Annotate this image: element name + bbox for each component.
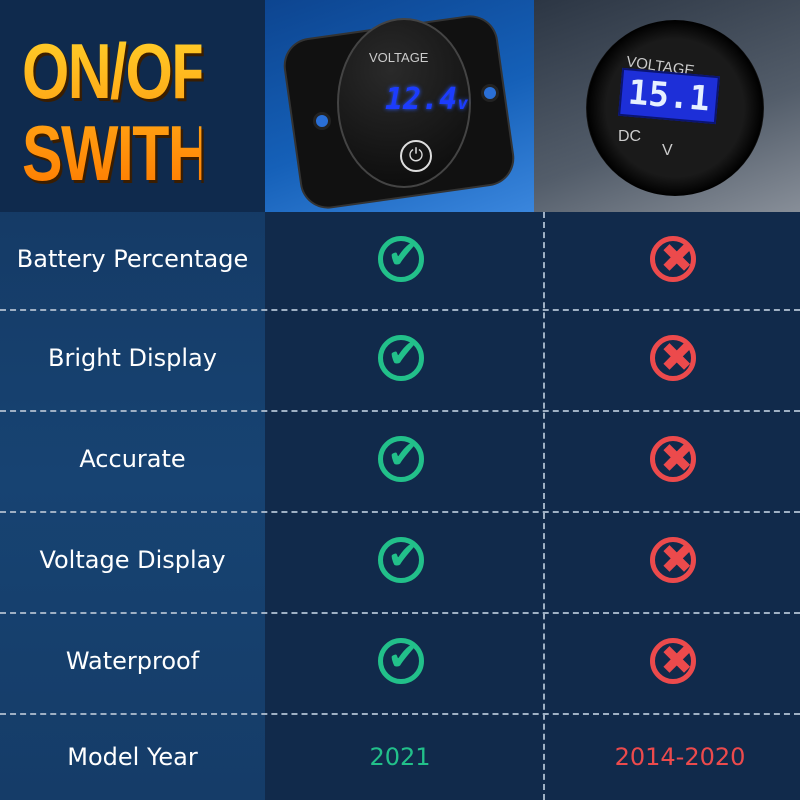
check-icon: ✔ (378, 435, 424, 482)
lcd-reading: 15.1 (618, 67, 720, 125)
row-divider (0, 511, 800, 513)
comparison-row: Waterproof ✔ ✖ (0, 614, 800, 713)
product-image-old: VOLTAGE 15.1 DC V (534, 0, 800, 212)
mount-hole (313, 112, 331, 130)
comparison-row: Voltage Display ✔ ✖ (0, 513, 800, 612)
row-divider (0, 612, 800, 614)
feature-label: Model Year (67, 743, 198, 771)
feature-label: Waterproof (65, 647, 200, 675)
check-icon: ✔ (378, 235, 424, 282)
feature-label: Voltage Display (39, 546, 226, 574)
check-icon: ✔ (378, 334, 424, 381)
title: ON/OFF SWITH (22, 27, 243, 197)
feature-label: Battery Percentage (16, 245, 249, 273)
model-year-row: Model Year 2021 2014-2020 (0, 715, 800, 800)
cross-icon: ✖ (650, 236, 696, 282)
cross-icon: ✖ (650, 436, 696, 482)
column-divider (543, 212, 545, 800)
dc-label: DC (618, 128, 642, 145)
cross-icon: ✖ (650, 335, 696, 381)
lcd-reading: 12.4v (385, 82, 469, 117)
product-image-new: VOLTAGE 12.4v ⏻ (265, 0, 534, 212)
v-label: V (662, 142, 673, 159)
row-divider (0, 309, 800, 311)
feature-label: Bright Display (48, 344, 217, 372)
check-icon: ✔ (378, 637, 424, 684)
power-icon: ⏻ (400, 140, 432, 172)
title-panel: ON/OFF SWITH (0, 0, 265, 212)
feature-label: Accurate (79, 445, 186, 473)
mount-hole (481, 84, 499, 102)
model-year-old: 2014-2020 (614, 743, 746, 771)
cross-icon: ✖ (650, 638, 696, 684)
comparison-row: Battery Percentage ✔ ✖ (0, 212, 800, 309)
comparison-row: Bright Display ✔ ✖ (0, 311, 800, 410)
row-divider (0, 410, 800, 412)
comparison-row: Accurate ✔ ✖ (0, 412, 800, 511)
model-year-new: 2021 (369, 743, 431, 771)
cross-icon: ✖ (650, 537, 696, 583)
check-icon: ✔ (378, 536, 424, 583)
voltage-label: VOLTAGE (369, 50, 429, 65)
row-divider (0, 713, 800, 715)
